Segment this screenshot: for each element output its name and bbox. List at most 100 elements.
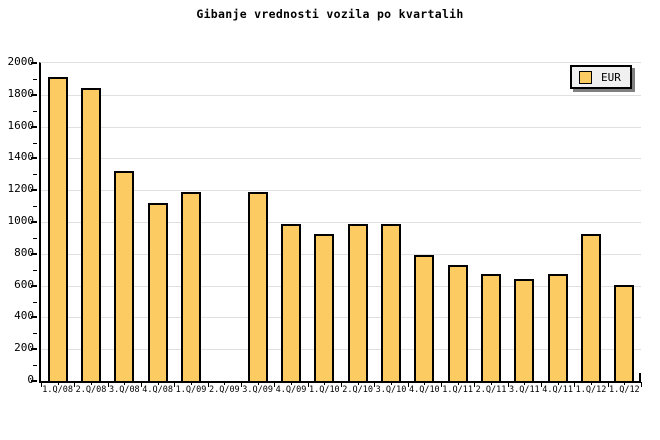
x-axis-label: 2.Q/09 (208, 385, 240, 395)
bar-2.Q/11 (481, 274, 501, 381)
y-axis-label: 1000 (7, 214, 35, 227)
x-axis-tick (307, 382, 309, 387)
x-axis-tick (441, 382, 442, 387)
y-axis-tick (33, 206, 37, 208)
x-axis-label: 3.Q/08 (108, 385, 140, 395)
x-axis-tick (607, 382, 609, 387)
y-axis-labels: 0 200 400 600 800 1000 1200 1400 1600 1800 2000 (0, 0, 39, 440)
chart-title: Gibanje vrednosti vozila po kvartalih (196, 7, 464, 21)
x-axis-tick (457, 382, 459, 385)
x-axis-tick (257, 382, 259, 385)
bar-3.Q/11 (514, 279, 535, 381)
y-axis-label: 1200 (7, 182, 35, 196)
x-axis-tick (541, 382, 542, 387)
y-axis-tick (31, 284, 37, 287)
x-axis-tick (424, 382, 426, 385)
y-axis-tick (33, 333, 37, 335)
x-axis-tick (507, 382, 509, 387)
gridline (41, 285, 641, 287)
bar-1.Q/10 (314, 233, 335, 381)
x-axis-tick (591, 382, 592, 385)
x-axis-ticks (41, 382, 642, 388)
bar-1.Q/12 (614, 284, 635, 381)
legend-swatch-icon (579, 70, 592, 84)
y-axis-label: 2000 (7, 55, 35, 68)
x-axis-label: 1.Q/08 (42, 385, 74, 395)
y-axis-label: 600 (14, 277, 34, 291)
x-axis-tick (157, 382, 159, 385)
bar-4.Q/11 (547, 274, 568, 381)
x-axis-tick (574, 382, 576, 387)
bar-1.Q/08 (47, 76, 68, 381)
y-axis-tick (31, 157, 37, 160)
right-axis-stub (639, 373, 641, 381)
x-axis-tick (174, 382, 176, 387)
x-axis-label: 1.Q/10 (308, 385, 340, 395)
bar-1.Q/11 (447, 264, 468, 381)
x-axis-tick (241, 382, 242, 387)
x-axis-tick (141, 382, 142, 387)
y-axis-tick (31, 62, 37, 64)
y-axis-tick (33, 301, 37, 303)
bar-4.Q/08 (147, 202, 168, 381)
gridline (41, 317, 641, 319)
x-axis-labels: 1.Q/08 2.Q/08 3.Q/08 4.Q/08 1.Q/09 2.Q/09 3.Q/… (0, 385, 660, 397)
gridline (41, 222, 641, 223)
bar-4.Q/09 (281, 223, 301, 381)
bar-2.Q/08 (81, 87, 101, 381)
gridline (41, 349, 641, 351)
bar-1.Q/12 (581, 233, 601, 381)
y-axis-tick (31, 348, 37, 351)
x-axis-label: 3.Q/11 (508, 385, 540, 395)
y-axis-tick (33, 269, 37, 271)
x-axis-label: 4.Q/08 (142, 385, 174, 395)
y-axis-label: 800 (14, 245, 34, 259)
x-axis-tick (41, 382, 42, 387)
x-axis-tick (107, 382, 109, 387)
plot-area (31, 62, 641, 383)
x-axis-tick (557, 382, 559, 385)
gridline (41, 158, 641, 160)
y-axis-tick (31, 316, 37, 319)
bar-4.Q/10 (414, 254, 435, 381)
y-axis-label: 1800 (7, 86, 35, 100)
y-axis-tick (31, 189, 37, 192)
y-axis-label: 400 (14, 309, 34, 323)
x-axis-label: 2.Q/08 (75, 385, 107, 395)
x-axis-tick (207, 382, 209, 387)
y-axis-label: 0 (0, 374, 34, 386)
x-axis-label: 1.Q/12 (575, 385, 607, 395)
x-axis-tick (91, 382, 92, 385)
x-axis-tick (74, 382, 76, 387)
bar-1.Q/09 (181, 191, 201, 381)
y-axis-label: 1600 (7, 118, 35, 132)
x-axis-tick (224, 382, 226, 385)
bar-3.Q/09 (247, 191, 268, 381)
y-axis-tick (31, 252, 37, 255)
y-axis-tick (31, 93, 37, 96)
x-axis-tick (407, 382, 409, 387)
legend-label: EUR (601, 70, 621, 84)
gridline (41, 190, 641, 192)
x-axis-tick (57, 382, 59, 385)
x-axis-label: 3.Q/10 (375, 385, 407, 395)
x-axis-tick (274, 382, 276, 387)
x-axis-label: 4.Q/10 (408, 385, 440, 395)
y-axis-tick (33, 365, 37, 367)
x-axis-tick (191, 382, 192, 385)
x-axis-label: 4.Q/09 (275, 385, 307, 395)
x-axis-tick (374, 382, 376, 387)
x-axis-tick (624, 382, 626, 385)
y-axis-tick (31, 380, 37, 382)
x-axis-label: 4.Q/11 (542, 385, 574, 395)
x-axis-label: 1.Q/12 (608, 385, 640, 395)
gridline (41, 94, 641, 96)
x-axis-tick (474, 382, 476, 387)
x-axis-label: 2.Q/11 (475, 385, 507, 395)
x-axis-tick (324, 382, 326, 385)
y-axis-tick (33, 78, 37, 80)
y-axis-tick (33, 142, 37, 144)
y-axis-tick (31, 125, 37, 128)
y-axis-tick (33, 110, 37, 112)
